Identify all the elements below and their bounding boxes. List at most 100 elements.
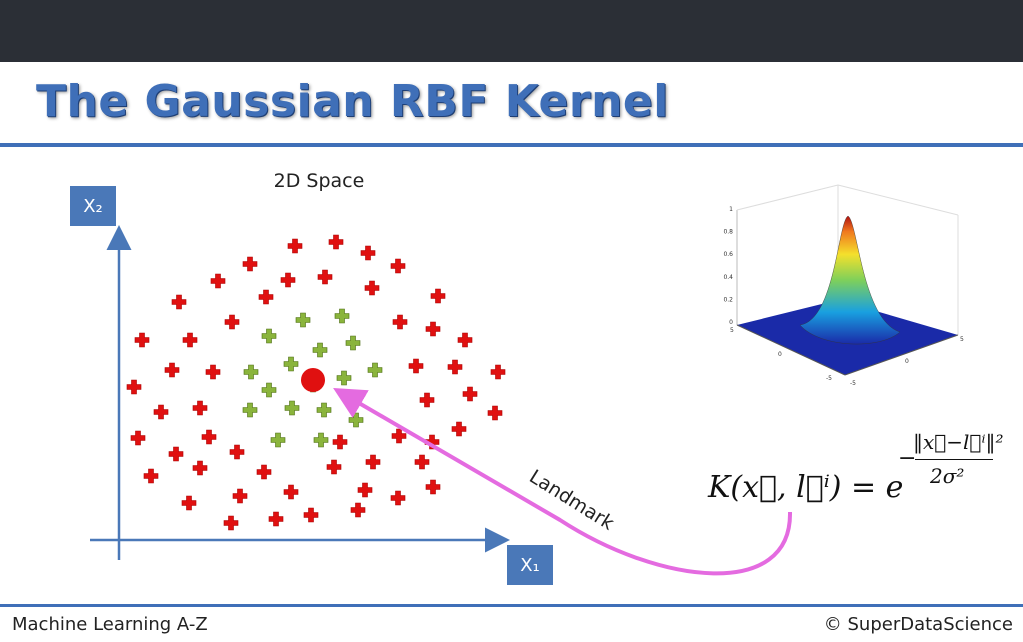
red-point (223, 515, 239, 531)
green-point (345, 335, 361, 351)
red-point (171, 294, 187, 310)
red-point (283, 484, 299, 500)
title-rule (0, 143, 1023, 147)
green-point (283, 356, 299, 372)
red-point (332, 434, 348, 450)
left-tick-label: 0 (778, 351, 782, 358)
red-point (364, 280, 380, 296)
red-point (224, 314, 240, 330)
left-tick-label: -5 (826, 375, 832, 382)
red-point (350, 502, 366, 518)
red-point (256, 464, 272, 480)
red-point (390, 490, 406, 506)
right-tick-label: 0 (905, 358, 909, 365)
red-point (360, 245, 376, 261)
red-point (287, 238, 303, 254)
red-point (242, 256, 258, 272)
red-point (168, 446, 184, 462)
red-point (462, 386, 478, 402)
green-point (261, 328, 277, 344)
top-bar (0, 0, 1023, 62)
y-axis-label: X₂ (83, 195, 103, 217)
green-point (336, 370, 352, 386)
green-point (312, 342, 328, 358)
z-tick-label: 1 (729, 206, 733, 213)
x-axis-label: X₁ (520, 554, 540, 576)
formula-sign: − (898, 446, 917, 471)
green-point (261, 382, 277, 398)
plot-title: 2D Space (274, 170, 365, 192)
right-tick-label: -5 (850, 380, 856, 387)
footer-right: © SuperDataScience (823, 614, 1013, 635)
formula-numerator: ‖x⃗−l⃗ⁱ‖² (913, 430, 1004, 454)
red-point (201, 429, 217, 445)
red-point (280, 272, 296, 288)
red-point (451, 421, 467, 437)
green-point (284, 400, 300, 416)
slide-title: The Gaussian RBF Kernel (36, 76, 669, 127)
red-point (130, 430, 146, 446)
green-point (243, 364, 259, 380)
z-tick-label: 0.2 (723, 296, 733, 303)
red-point (143, 468, 159, 484)
red-point (134, 332, 150, 348)
z-tick-label: 0.8 (723, 229, 733, 236)
green-point (348, 412, 364, 428)
green-point (295, 312, 311, 328)
red-point (303, 507, 319, 523)
red-point (205, 364, 221, 380)
red-point (182, 332, 198, 348)
fraction-bar (915, 459, 993, 460)
red-point (414, 454, 430, 470)
footer-left: Machine Learning A-Z (12, 614, 208, 635)
landmark-point (301, 368, 325, 392)
red-point (328, 234, 344, 250)
red-point (326, 459, 342, 475)
red-point (390, 258, 406, 274)
red-point (408, 358, 424, 374)
red-point (365, 454, 381, 470)
footer-rule (0, 604, 1023, 607)
red-point (425, 321, 441, 337)
annotation: Landmark (525, 466, 617, 535)
red-point (232, 488, 248, 504)
z-tick-label: 0.6 (723, 251, 733, 258)
red-point (192, 400, 208, 416)
red-point (317, 269, 333, 285)
left-tick-label: 5 (730, 327, 734, 334)
red-point (229, 444, 245, 460)
red-point (192, 460, 208, 476)
formula-lhs: K(x⃗, l⃗ⁱ) = e (708, 470, 904, 505)
red-point (153, 404, 169, 420)
red-point (425, 479, 441, 495)
green-point (242, 402, 258, 418)
red-point (181, 495, 197, 511)
red-point (268, 511, 284, 527)
red-point (357, 482, 373, 498)
red-point (419, 392, 435, 408)
red-point (430, 288, 446, 304)
red-point (487, 405, 503, 421)
landmark-arrow (333, 387, 793, 576)
right-tick-label: 5 (960, 336, 964, 343)
z-tick-label: 0 (729, 319, 733, 326)
green-point (334, 308, 350, 324)
green-point (367, 362, 383, 378)
red-point (164, 362, 180, 378)
red-point (391, 428, 407, 444)
surface-peak (799, 215, 901, 345)
green-point (270, 432, 286, 448)
formula-denominator: 2σ² (930, 464, 965, 488)
red-point (126, 379, 142, 395)
red-point (490, 364, 506, 380)
red-point (447, 359, 463, 375)
green-point (316, 402, 332, 418)
x-axis-box: X₁ (507, 545, 553, 585)
y-axis-box: X₂ (70, 186, 116, 226)
red-point (457, 332, 473, 348)
red-point (210, 273, 226, 289)
red-point (392, 314, 408, 330)
